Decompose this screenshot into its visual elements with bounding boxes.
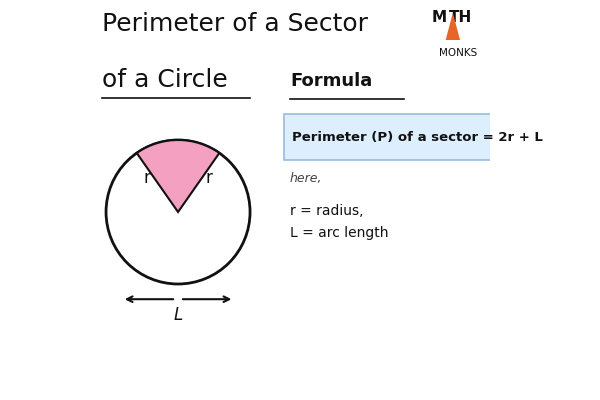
Text: here,: here, <box>290 172 323 185</box>
Text: MONKS: MONKS <box>439 48 478 58</box>
Text: r = radius,
L = arc length: r = radius, L = arc length <box>290 204 389 240</box>
Text: Perimeter of a Sector: Perimeter of a Sector <box>102 12 368 36</box>
Polygon shape <box>446 13 460 40</box>
Text: r: r <box>206 168 213 186</box>
Text: L: L <box>173 306 182 324</box>
Text: Formula: Formula <box>290 72 372 90</box>
Text: Perimeter (P) of a sector = 2r + L: Perimeter (P) of a sector = 2r + L <box>292 130 543 144</box>
Text: M: M <box>432 10 447 25</box>
Text: r: r <box>143 168 150 186</box>
Text: TH: TH <box>449 10 472 25</box>
FancyBboxPatch shape <box>284 114 494 160</box>
Text: of a Circle: of a Circle <box>102 68 228 92</box>
Wedge shape <box>137 140 220 212</box>
